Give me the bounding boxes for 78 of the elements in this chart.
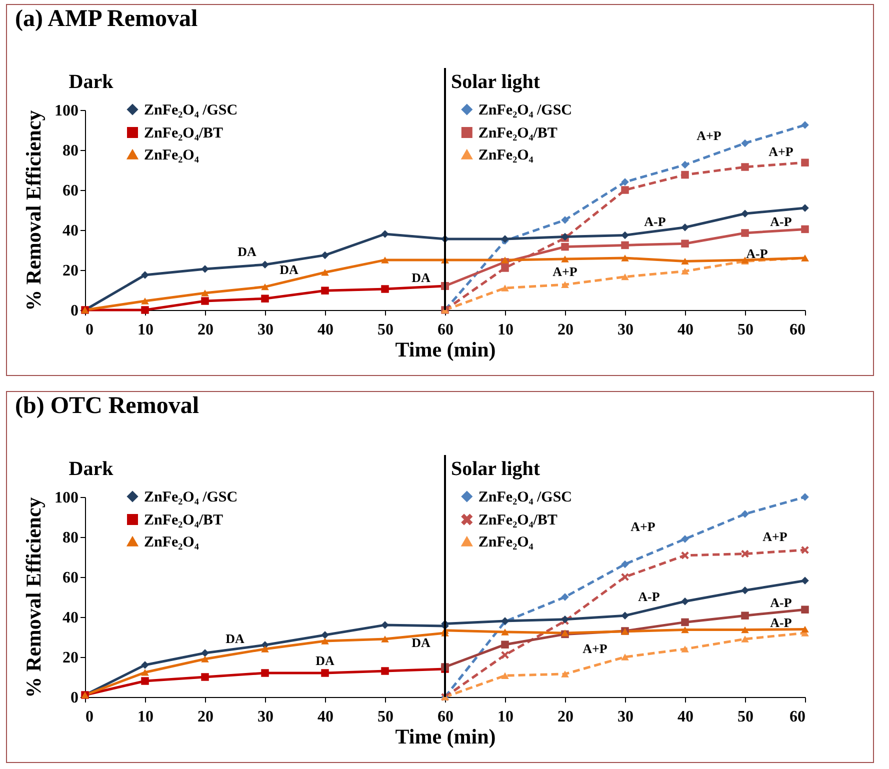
y-tick-label: 20 [62,262,78,280]
x-tick-label: 60 [438,708,454,726]
x-tick-label: 30 [618,708,634,726]
text: Dark [68,458,114,480]
chart-title: (b) OTC Removal [15,393,200,419]
x-axis-title: Time (min) [395,724,496,748]
x-tick-label: 10 [498,322,514,338]
y-tick-label: 40 [62,610,78,626]
x-tick-label: 40 [318,708,334,726]
legend-label: ZnFe₂O₄ [478,534,534,550]
annotation: A+P [582,641,608,656]
x-tick-label: 50 [378,708,394,726]
y-tick-label: 20 [62,650,78,666]
annotation: A-P [770,615,792,630]
x-tick-label: 50 [378,322,394,338]
annotation: DA [316,653,335,668]
text: Dark [68,71,114,93]
x-tick-label: 60 [438,322,454,338]
legend-label: ZnFe₂O₄ [478,148,534,164]
x-tick-label: 20 [198,322,214,338]
x-tick-label: 40 [678,322,694,338]
x-tick-label: 30 [258,708,274,726]
x-tick-label: 60 [790,708,806,726]
annotation: A+P [762,529,788,544]
chart-title: (a) AMP Removal [15,6,198,32]
x-tick-label: 20 [558,708,574,726]
x-tick-label: 10 [498,708,514,726]
x-tick-label: 40 [318,322,334,338]
x-axis-title: Time (min) [395,338,496,362]
y-axis-title: % Removal Efficiency [22,496,46,698]
legend-label: ZnFe₂O₄ /GSC [478,490,572,506]
x-tick-label: 20 [198,708,214,726]
annotation: A+P [630,519,656,534]
annotation: A+P [552,264,578,279]
x-tick-label: 0 [86,322,94,338]
x-tick-label: 30 [618,322,634,338]
x-tick-label: 30 [258,322,274,338]
x-tick-label: 60 [790,322,806,338]
y-tick-label: 100 [54,102,78,120]
legend-label: ZnFe₂O₄ /GSC [144,490,238,506]
x-tick-label: 10 [138,708,154,726]
y-axis-title: % Removal Efficiency [22,110,46,311]
x-tick-label: 50 [738,322,754,338]
y-tick-label: 100 [54,490,78,506]
annotation: A+P [696,128,722,143]
annotation: DA [280,262,299,277]
x-tick-label: 0 [86,708,94,726]
annotation: A-P [644,214,666,229]
ref-line-label: Solar light [451,458,540,480]
x-tick-label: 10 [138,322,154,338]
annotation: DA [412,270,431,285]
y-tick-label: 80 [62,142,78,160]
legend-label: ZnFe₂O₄ [144,148,200,164]
y-tick-label: 60 [62,182,78,200]
y-tick-label: 40 [62,222,78,240]
y-tick-label: 80 [62,530,78,546]
legend-label: ZnFe₂O₄ /GSC [478,102,572,118]
x-tick-label: 40 [678,708,694,726]
annotation: A+P [768,144,794,159]
annotation: A-P [770,214,792,229]
legend-label: ZnFe₂O₄/BT [144,512,224,528]
annotation: DA [412,635,431,650]
ref-line-label: Solar light [451,71,540,93]
annotation: DA [238,244,257,259]
legend-label: ZnFe₂O₄/BT [478,512,558,528]
legend-label: ZnFe₂O₄ [144,534,200,550]
annotation: A-P [638,589,660,604]
x-tick-label: 20 [558,322,574,338]
y-tick-label: 0 [70,302,78,320]
y-tick-label: 0 [70,690,78,706]
legend-label: ZnFe₂O₄/BT [478,126,558,142]
annotation: DA [226,631,245,646]
annotation: A-P [746,246,768,261]
legend-label: ZnFe₂O₄/BT [144,126,224,142]
legend-label: ZnFe₂O₄ /GSC [144,102,238,118]
annotation: A-P [770,595,792,610]
y-tick-label: 60 [62,570,78,586]
x-tick-label: 50 [738,708,754,726]
